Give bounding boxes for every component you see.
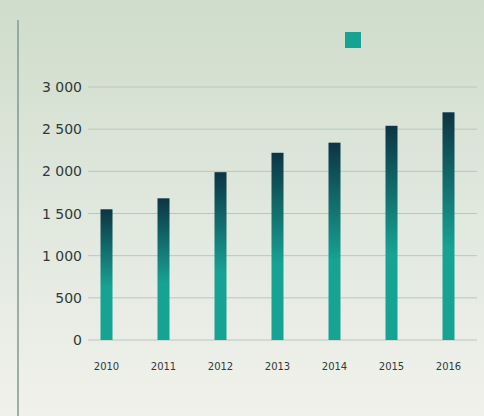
x-tick-label: 2011 xyxy=(151,361,176,372)
x-tick-label: 2015 xyxy=(379,361,404,372)
y-tick-label: 2 500 xyxy=(42,121,82,137)
side-line xyxy=(17,20,19,416)
x-tick-label: 2014 xyxy=(322,361,347,372)
y-tick-label: 500 xyxy=(55,290,82,306)
y-tick-label: 0 xyxy=(73,332,82,348)
bar xyxy=(443,112,455,340)
chart: 0 500 1 000 1 500 2 000 2 500 3 000 2010 2011 201… xyxy=(0,0,484,416)
legend-swatch xyxy=(345,32,361,48)
grid-line xyxy=(88,87,477,88)
bar xyxy=(215,172,227,340)
bar xyxy=(329,143,341,340)
grid-line xyxy=(88,129,477,130)
x-tick-label: 2010 xyxy=(94,361,119,372)
bar xyxy=(158,198,170,340)
x-tick-label: 2016 xyxy=(436,361,461,372)
bars xyxy=(101,112,455,340)
background xyxy=(0,0,484,416)
bar xyxy=(101,209,113,340)
y-tick-label: 2 000 xyxy=(42,163,82,179)
x-tick-label: 2012 xyxy=(208,361,233,372)
y-tick-label: 1 000 xyxy=(42,248,82,264)
y-tick-label: 3 000 xyxy=(42,79,82,95)
bar xyxy=(386,126,398,340)
bar xyxy=(272,153,284,340)
x-tick-label: 2013 xyxy=(265,361,290,372)
y-tick-label: 1 500 xyxy=(42,206,82,222)
